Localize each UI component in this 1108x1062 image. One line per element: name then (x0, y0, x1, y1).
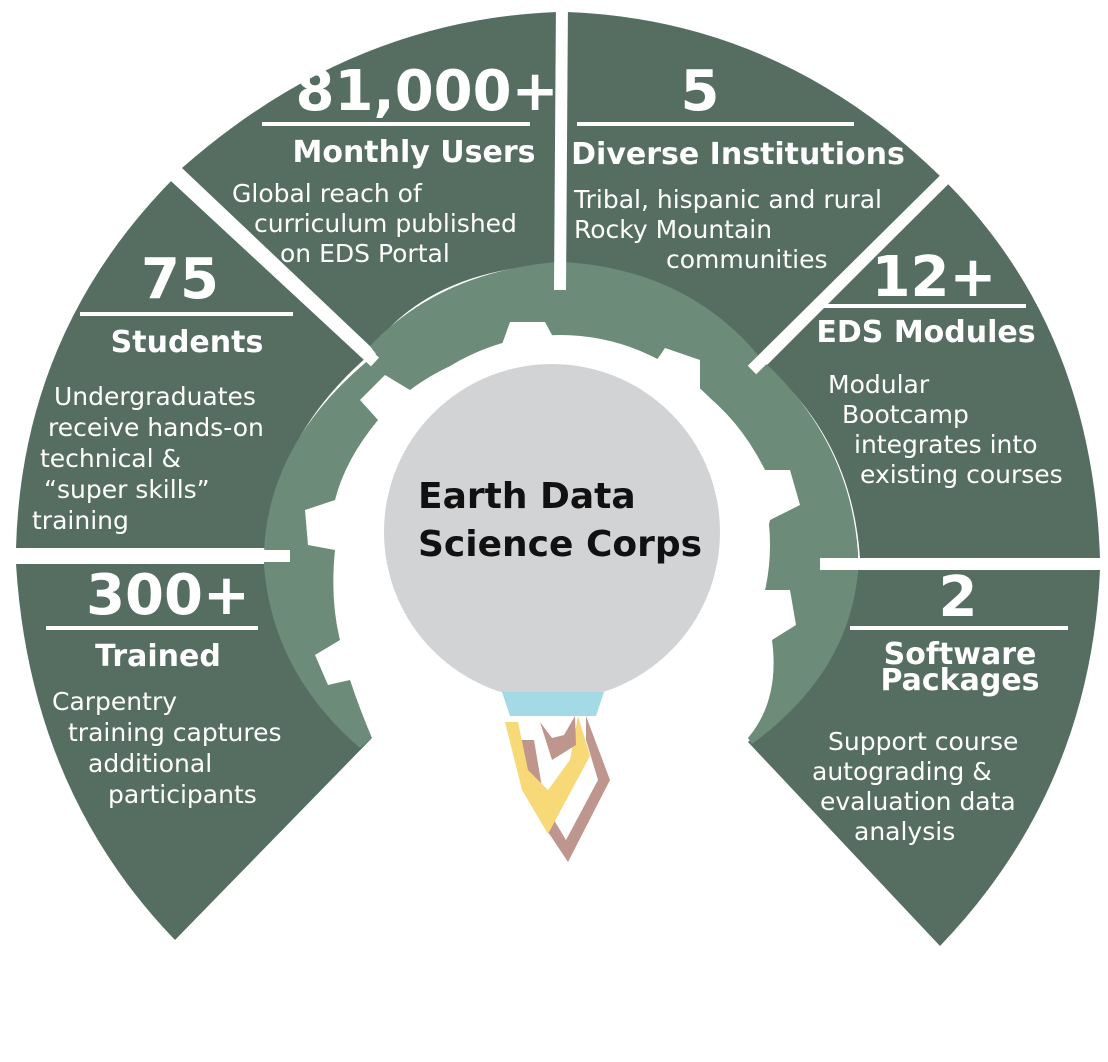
stat-label: Students (111, 325, 264, 360)
stat-description-line: Tribal, hispanic and rural (573, 185, 882, 214)
segment-students (16, 176, 368, 548)
stat-description-line: on EDS Portal (280, 239, 450, 268)
segment-diverse-institutions (564, 12, 940, 358)
segment-monthly-users (182, 12, 557, 348)
segment-text-2: 81,000+ Monthly Users Global reach ofcurri… (232, 59, 559, 268)
dividers (0, 0, 1108, 564)
stat-description-line: evaluation data (820, 787, 1016, 816)
stat-number: 81,000+ (295, 59, 558, 124)
stat-label: Trained (95, 639, 221, 674)
stat-description-line: “super skills” (44, 475, 210, 504)
stat-description-line: training captures (68, 718, 282, 747)
stat-description-line: receive hands-on (48, 413, 264, 442)
stat-description-line: Modular (828, 370, 930, 399)
stat-number: 12+ (872, 245, 997, 310)
segment-text-3: 5 Diverse Institutions Tribal, hispanic an… (571, 59, 905, 274)
center-title-line1: Earth Data (418, 476, 636, 517)
center-title-line2: Science Corps (418, 524, 702, 565)
stat-description-line: additional (88, 749, 212, 778)
stat-description-line: curriculum published (254, 209, 517, 238)
stat-description-line: technical & (40, 444, 181, 473)
stat-description-line: analysis (854, 817, 955, 846)
segment-trained (16, 564, 372, 940)
stat-description-line: existing courses (860, 460, 1063, 489)
stat-label: EDS Modules (816, 315, 1035, 350)
stat-number: 300+ (86, 563, 250, 628)
flame-inner (505, 716, 590, 834)
stat-description-line: Undergraduates (54, 382, 256, 411)
stat-description-line: autograding & (812, 757, 992, 786)
stat-description-line: participants (108, 780, 257, 809)
segments (16, 12, 1100, 946)
segment-eds-modules (766, 184, 1100, 558)
rocket-flame-icon (502, 692, 610, 862)
stat-description-line: Bootcamp (842, 400, 969, 429)
stat-label-line: Software (884, 637, 1037, 672)
stat-description-line: training (32, 506, 129, 535)
hub-circle (384, 364, 720, 700)
segment-text-4: 12+ EDS Modules ModularBootcampintegrates … (816, 245, 1062, 489)
stat-label-line: Packages (880, 663, 1039, 698)
stat-label: Diverse Institutions (571, 137, 905, 172)
stat-number: 5 (681, 59, 720, 124)
nozzle (502, 692, 604, 716)
stat-description-line: integrates into (854, 430, 1037, 459)
segment-software-packages (748, 570, 1100, 946)
stat-description-line: Support course (828, 727, 1018, 756)
stat-number: 2 (939, 565, 978, 630)
gear-ring (264, 262, 858, 748)
stat-description-line: Carpentry (52, 687, 177, 716)
flame-outer (515, 716, 610, 862)
stat-description-line: Global reach of (232, 179, 423, 208)
stat-number: 75 (141, 247, 219, 312)
flame-mid (540, 716, 576, 760)
stat-description-line: Rocky Mountain (574, 215, 772, 244)
stat-label: Monthly Users (292, 135, 535, 170)
stat-description-line: communities (666, 245, 828, 274)
